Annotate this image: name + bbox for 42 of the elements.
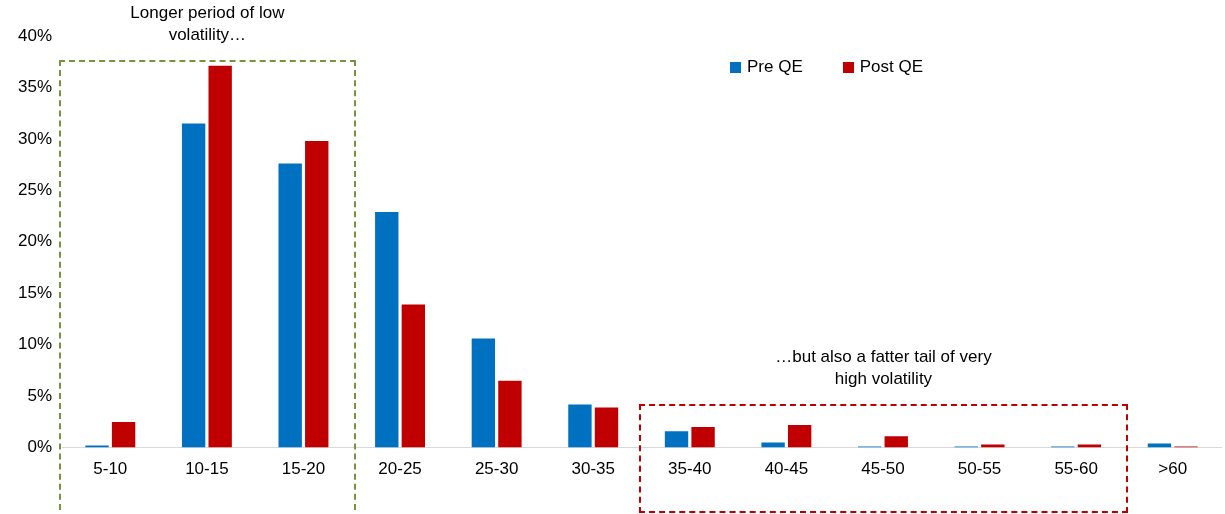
bar — [305, 140, 329, 448]
x-tick-label: 10-15 — [185, 459, 229, 479]
legend-label: Post QE — [859, 57, 924, 77]
x-tick-label: 45-50 — [861, 459, 905, 479]
bar — [401, 304, 426, 448]
bar — [664, 431, 689, 448]
y-tick-label: 10% — [17, 334, 53, 354]
x-tick-label: 30-35 — [571, 459, 615, 479]
bar — [594, 407, 619, 448]
bar — [761, 442, 785, 448]
bar — [181, 123, 206, 448]
bar — [498, 380, 522, 448]
bar — [111, 421, 136, 448]
x-tick-label: 15-20 — [281, 459, 326, 479]
x-tick-label: 20-25 — [378, 459, 422, 479]
bar — [471, 338, 496, 448]
legend-label: Pre QE — [747, 57, 803, 77]
y-tick-label: 0% — [27, 437, 53, 457]
x-tick-label: 40-45 — [764, 459, 809, 479]
bar — [278, 163, 302, 448]
x-tick-label: 5-10 — [93, 459, 128, 479]
y-tick-label: 15% — [17, 282, 53, 302]
bar — [884, 436, 908, 448]
y-tick-label: 25% — [17, 180, 53, 200]
y-tick-label: 40% — [17, 25, 53, 45]
x-tick-label: 50-55 — [957, 459, 1002, 479]
x-tick-label: 25-30 — [474, 459, 519, 479]
bar — [568, 404, 592, 448]
bar — [1147, 443, 1172, 448]
bar — [691, 427, 715, 448]
bar — [208, 65, 232, 448]
bar — [375, 211, 399, 448]
y-tick-label: 5% — [27, 385, 53, 405]
x-tick-label: >60 — [1158, 459, 1188, 479]
annotation: …but also a fatter tail of very high volatility — [774, 346, 993, 391]
y-tick-label: 35% — [17, 77, 53, 97]
y-tick-label: 20% — [17, 231, 53, 251]
x-tick-label: 35-40 — [668, 459, 712, 479]
x-tick-label: 55-60 — [1054, 459, 1098, 479]
y-tick-label: 30% — [17, 128, 53, 148]
bar — [787, 424, 812, 448]
annotation: Longer period of low volatility… — [129, 1, 286, 46]
